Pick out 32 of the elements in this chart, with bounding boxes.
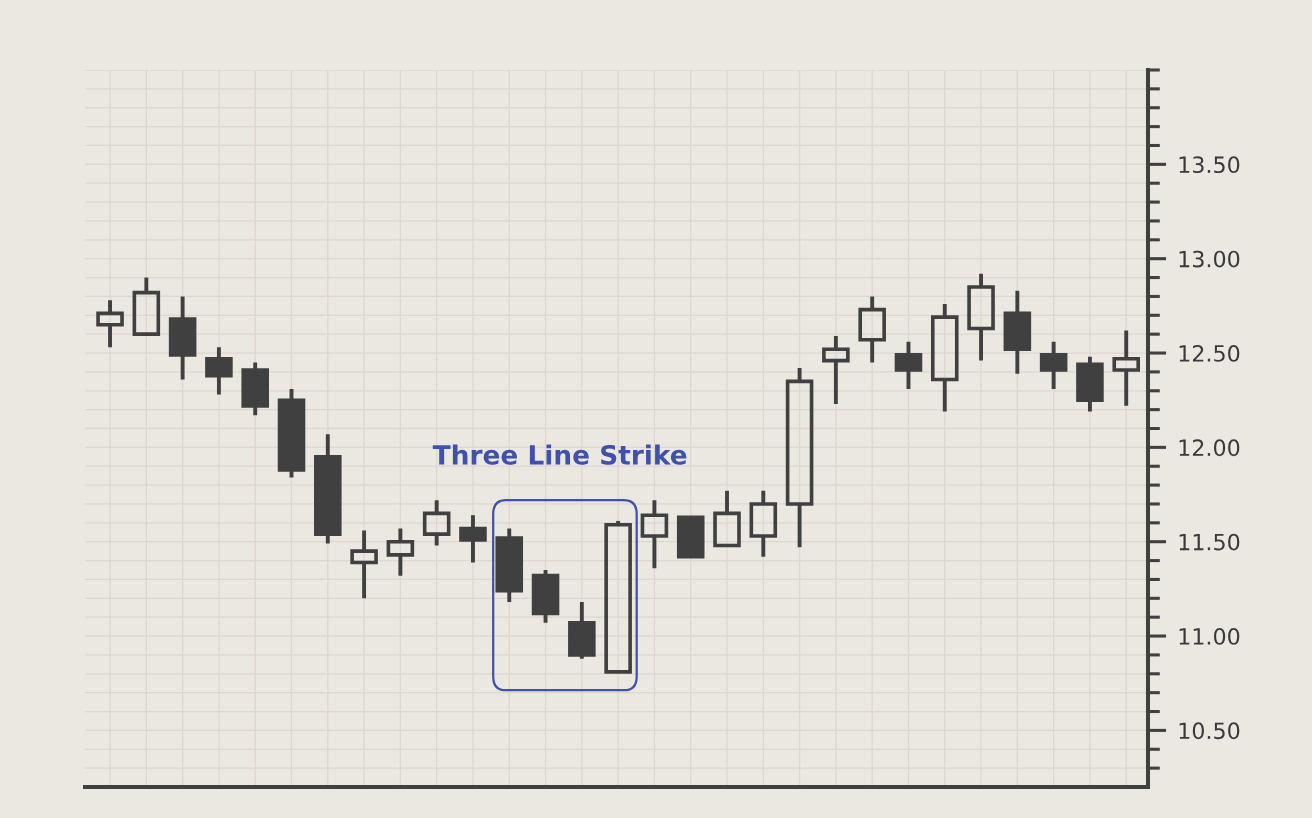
candlestick [930, 303, 959, 412]
candlestick [713, 490, 741, 548]
y-tick-label: 13.00 [1179, 250, 1240, 268]
candlestick [459, 515, 487, 563]
candlestick [858, 296, 886, 363]
candlestick [205, 347, 233, 395]
candlestick [1003, 290, 1032, 374]
candlestick [1112, 330, 1141, 406]
y-tick-label: 12.50 [1179, 344, 1240, 362]
annotation: Three Line Strike [432, 444, 687, 465]
y-tick-label: 10.50 [1179, 722, 1240, 740]
candlestick [495, 528, 524, 603]
y-tick-label: 11.00 [1179, 628, 1240, 645]
y-tick-label: 12.00 [1179, 439, 1240, 457]
candlestick [1076, 356, 1104, 412]
candlestick [314, 434, 342, 544]
candlestick [967, 273, 995, 361]
candlestick [785, 368, 814, 548]
candlestick [277, 388, 306, 478]
candlestick [1039, 341, 1068, 389]
candlestick [749, 490, 778, 557]
candlestick [422, 500, 451, 546]
candlestick [350, 530, 378, 599]
candlestick [568, 602, 596, 659]
y-tick-label: 11.50 [1179, 533, 1240, 551]
candlestick [386, 528, 415, 576]
candlestick [640, 500, 669, 569]
candlestick [822, 336, 850, 404]
candlestick [96, 300, 124, 348]
candlestick [168, 296, 197, 380]
y-tick-label: 13.50 [1179, 156, 1240, 174]
candlestick [894, 341, 923, 389]
